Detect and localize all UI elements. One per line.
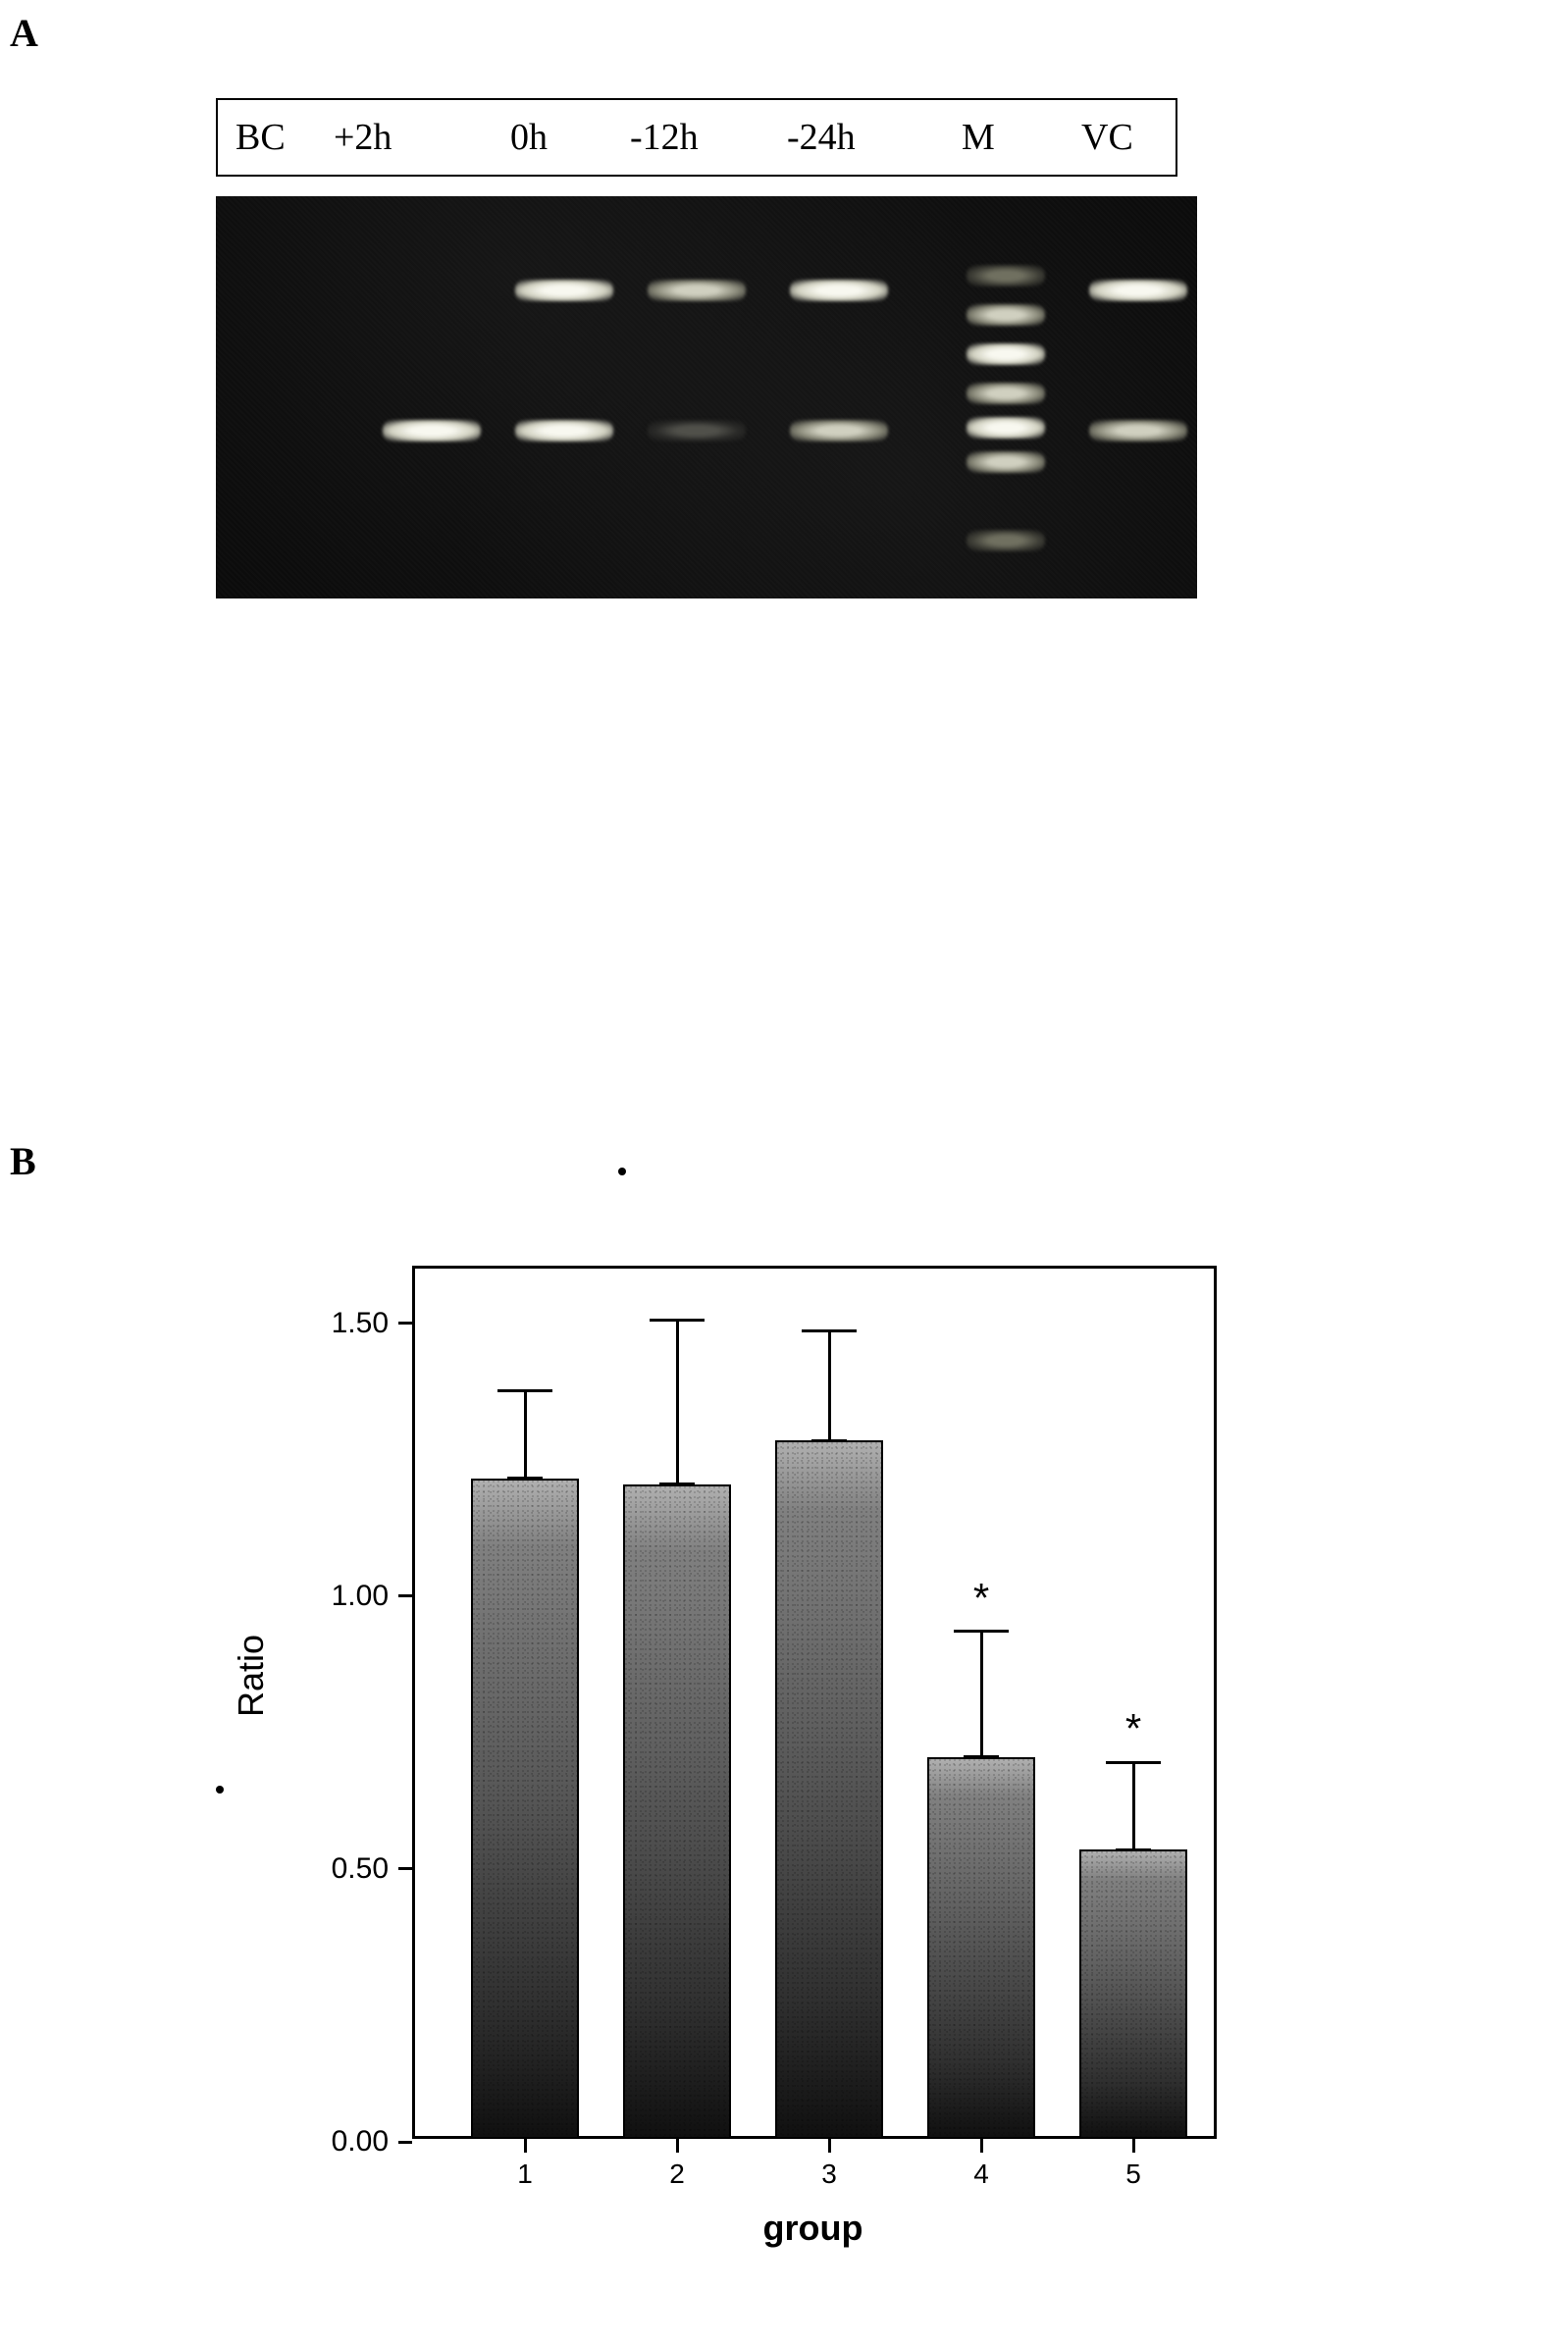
gel-band bbox=[967, 304, 1045, 326]
error-cap bbox=[802, 1329, 857, 1332]
y-tick-label: 1.00 bbox=[332, 1580, 389, 1613]
panel-b-label: B bbox=[10, 1138, 36, 1184]
x-tick bbox=[524, 2139, 527, 2153]
significance-star: * bbox=[973, 1575, 989, 1622]
lane-label-m12h: -12h bbox=[630, 116, 699, 159]
gel-band bbox=[967, 265, 1045, 286]
error-cap-base bbox=[964, 1755, 999, 1758]
error-cap-base bbox=[1116, 1848, 1151, 1851]
bars-layer: ** bbox=[412, 1269, 1214, 2139]
gel-band bbox=[967, 343, 1045, 365]
error-bar bbox=[828, 1331, 831, 1440]
y-tick bbox=[398, 1867, 412, 1870]
error-bar bbox=[524, 1391, 527, 1479]
x-tick bbox=[828, 2139, 831, 2153]
y-tick bbox=[398, 2141, 412, 2144]
lane-label-vc: VC bbox=[1081, 116, 1133, 159]
lane-label-m: M bbox=[962, 116, 995, 159]
gel-panel: BC +2h 0h -12h -24h M VC β-actin 242bp bbox=[216, 98, 1393, 598]
scan-artifact bbox=[618, 1168, 626, 1175]
gel-band bbox=[790, 280, 888, 301]
plot-area: ** group 0.000.501.001.5012345 bbox=[412, 1266, 1217, 2139]
x-tick-label: 4 bbox=[973, 2159, 989, 2190]
error-cap bbox=[1106, 1761, 1161, 1764]
bar bbox=[623, 1484, 731, 2140]
x-tick-label: 3 bbox=[821, 2159, 837, 2190]
lane-label-0h: 0h bbox=[510, 116, 548, 159]
gel-band bbox=[383, 420, 481, 442]
y-tick-label: 0.50 bbox=[332, 1852, 389, 1886]
x-axis-label: group bbox=[763, 2208, 863, 2249]
gel-band bbox=[1089, 420, 1187, 442]
gel-band bbox=[648, 420, 746, 442]
bar-chart: Ratio ** group 0.000.501.001.5012345 bbox=[265, 1246, 1266, 2276]
x-tick-label: 1 bbox=[517, 2159, 533, 2190]
y-tick bbox=[398, 1322, 412, 1325]
gel-band bbox=[515, 280, 613, 301]
x-tick bbox=[1132, 2139, 1135, 2153]
bar bbox=[1079, 1849, 1187, 2139]
gel-band bbox=[967, 451, 1045, 473]
gel-band bbox=[790, 420, 888, 442]
x-tick-label: 2 bbox=[669, 2159, 685, 2190]
x-tick bbox=[980, 2139, 983, 2153]
y-tick bbox=[398, 1594, 412, 1597]
error-cap-base bbox=[811, 1439, 847, 1442]
bar bbox=[775, 1440, 883, 2139]
gel-band bbox=[1089, 280, 1187, 301]
gel-lane-header: BC +2h 0h -12h -24h M VC bbox=[216, 98, 1177, 177]
error-cap bbox=[497, 1389, 552, 1392]
y-tick-label: 1.50 bbox=[332, 1307, 389, 1340]
gel-image: β-actin 242bp bbox=[216, 196, 1197, 598]
error-bar bbox=[676, 1321, 679, 1484]
panel-a-label: A bbox=[10, 10, 38, 56]
bar bbox=[927, 1757, 1035, 2139]
gel-band bbox=[515, 420, 613, 442]
y-axis-label: Ratio bbox=[231, 1635, 272, 1717]
gel-band bbox=[967, 530, 1045, 551]
error-cap bbox=[954, 1630, 1009, 1633]
scan-artifact bbox=[216, 1786, 224, 1794]
gel-band bbox=[648, 280, 746, 301]
error-cap-base bbox=[659, 1483, 695, 1485]
gel-band bbox=[967, 383, 1045, 404]
lane-label-p2h: +2h bbox=[334, 116, 392, 159]
y-tick-label: 0.00 bbox=[332, 2125, 389, 2159]
significance-star: * bbox=[1125, 1705, 1141, 1752]
gel-band bbox=[967, 417, 1045, 439]
bar bbox=[471, 1479, 579, 2139]
x-tick bbox=[676, 2139, 679, 2153]
lane-label-bc: BC bbox=[235, 116, 286, 159]
error-bar bbox=[980, 1632, 983, 1757]
error-cap bbox=[650, 1319, 705, 1322]
error-cap-base bbox=[507, 1477, 543, 1480]
lane-label-m24h: -24h bbox=[787, 116, 856, 159]
x-tick-label: 5 bbox=[1125, 2159, 1141, 2190]
error-bar bbox=[1132, 1762, 1135, 1849]
